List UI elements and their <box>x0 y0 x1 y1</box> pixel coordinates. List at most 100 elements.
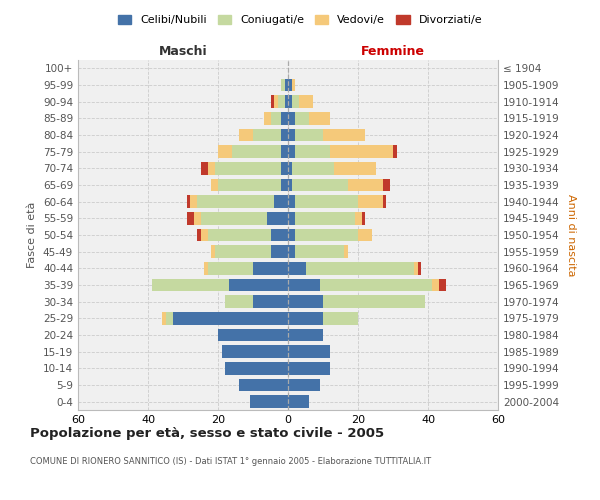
Bar <box>284 96 288 108</box>
Bar <box>309 112 330 124</box>
Bar <box>281 79 284 92</box>
Bar <box>355 212 361 224</box>
Bar <box>187 196 190 208</box>
Bar <box>288 229 295 241</box>
Bar <box>218 329 288 341</box>
Bar <box>190 196 197 208</box>
Bar <box>393 146 397 158</box>
Bar <box>274 96 277 108</box>
Bar <box>187 212 193 224</box>
Bar <box>221 346 288 358</box>
Bar <box>288 179 292 192</box>
Bar <box>225 296 253 308</box>
Bar <box>330 146 393 158</box>
Bar <box>295 112 309 124</box>
Bar <box>225 362 288 374</box>
Bar <box>263 112 271 124</box>
Bar <box>288 162 292 174</box>
Bar <box>239 129 253 141</box>
Bar <box>218 179 281 192</box>
Bar <box>197 196 274 208</box>
Bar <box>218 146 232 158</box>
Bar <box>288 246 295 258</box>
Bar <box>211 246 215 258</box>
Bar <box>211 179 218 192</box>
Y-axis label: Fasce di età: Fasce di età <box>28 202 37 268</box>
Bar <box>292 162 334 174</box>
Bar <box>250 396 288 408</box>
Text: Maschi: Maschi <box>158 46 208 59</box>
Bar <box>418 262 421 274</box>
Bar <box>267 212 288 224</box>
Text: COMUNE DI RIONERO SANNITICO (IS) - Dati ISTAT 1° gennaio 2005 - Elaborazione TUT: COMUNE DI RIONERO SANNITICO (IS) - Dati … <box>30 458 431 466</box>
Bar <box>323 296 425 308</box>
Bar <box>439 279 445 291</box>
Bar <box>288 329 323 341</box>
Bar <box>284 79 288 92</box>
Bar <box>414 262 418 274</box>
Bar <box>299 96 313 108</box>
Bar <box>383 179 389 192</box>
Bar <box>288 146 295 158</box>
Bar <box>274 196 288 208</box>
Bar <box>295 129 323 141</box>
Bar <box>305 262 414 274</box>
Bar <box>292 179 347 192</box>
Bar <box>295 146 330 158</box>
Bar <box>288 312 323 324</box>
Bar <box>288 112 295 124</box>
Bar <box>281 146 288 158</box>
Bar <box>200 229 208 241</box>
Bar <box>208 262 253 274</box>
Bar <box>334 162 376 174</box>
Bar <box>288 262 305 274</box>
Bar <box>277 96 284 108</box>
Text: Femmine: Femmine <box>361 46 425 59</box>
Bar <box>253 262 288 274</box>
Bar <box>281 162 288 174</box>
Bar <box>151 279 229 291</box>
Bar <box>232 146 281 158</box>
Bar <box>281 129 288 141</box>
Bar <box>271 229 288 241</box>
Bar <box>208 229 271 241</box>
Bar <box>215 246 271 258</box>
Bar <box>347 179 383 192</box>
Bar <box>239 379 288 391</box>
Bar <box>358 229 372 241</box>
Bar <box>320 279 431 291</box>
Bar <box>383 196 386 208</box>
Bar <box>193 212 200 224</box>
Bar <box>204 262 208 274</box>
Bar <box>361 212 365 224</box>
Bar <box>344 246 347 258</box>
Y-axis label: Anni di nascita: Anni di nascita <box>566 194 576 276</box>
Bar <box>200 212 267 224</box>
Bar <box>288 79 292 92</box>
Bar <box>431 279 439 291</box>
Bar <box>281 112 288 124</box>
Bar <box>215 162 281 174</box>
Bar <box>295 212 355 224</box>
Bar <box>208 162 215 174</box>
Bar <box>288 212 295 224</box>
Bar <box>197 229 200 241</box>
Bar <box>295 229 358 241</box>
Bar <box>288 196 295 208</box>
Bar <box>295 196 358 208</box>
Bar <box>288 129 295 141</box>
Bar <box>271 246 288 258</box>
Bar <box>288 362 330 374</box>
Bar <box>271 112 281 124</box>
Bar <box>292 96 299 108</box>
Bar <box>253 296 288 308</box>
Bar <box>288 396 309 408</box>
Bar <box>200 162 208 174</box>
Bar <box>358 196 383 208</box>
Bar <box>288 346 330 358</box>
Bar <box>295 246 344 258</box>
Bar <box>173 312 288 324</box>
Bar <box>323 312 358 324</box>
Bar <box>288 96 292 108</box>
Bar <box>253 129 281 141</box>
